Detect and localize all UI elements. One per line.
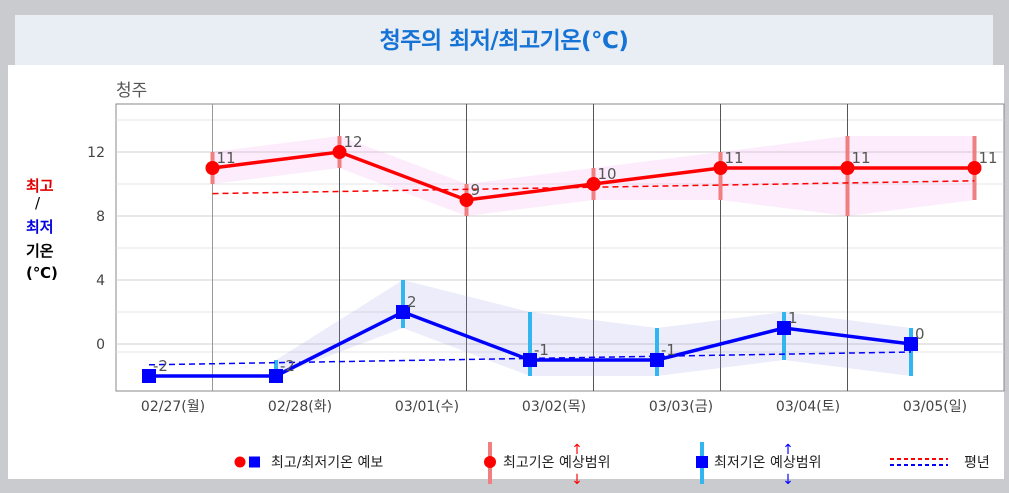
min-temp-point bbox=[777, 321, 791, 335]
legend-min-up-arrow: ↑ bbox=[782, 442, 794, 458]
max-temp-label: 9 bbox=[471, 181, 481, 199]
ylabel-max: 최고 bbox=[26, 177, 54, 195]
min-temp-point bbox=[396, 305, 410, 319]
legend-max-dot bbox=[234, 456, 246, 468]
max-temp-label: 10 bbox=[598, 165, 617, 183]
max-temp-point bbox=[332, 145, 347, 159]
min-temp-label: -2 bbox=[280, 357, 295, 375]
y-tick-label: 4 bbox=[96, 273, 105, 289]
x-tick-label: 03/04(토) bbox=[776, 399, 840, 415]
max-temp-point bbox=[967, 161, 982, 175]
legend-max-down-arrow: ↓ bbox=[571, 472, 583, 488]
legend-min-range-square bbox=[696, 456, 708, 468]
min-temp-point bbox=[650, 353, 664, 367]
min-range-band bbox=[276, 280, 911, 376]
min-temp-label: 2 bbox=[407, 293, 417, 311]
x-tick-label: 03/01(수) bbox=[395, 399, 459, 415]
min-temp-label: -1 bbox=[534, 341, 549, 359]
max-temp-label: 11 bbox=[979, 149, 998, 167]
min-temp-point bbox=[904, 337, 918, 351]
legend-min-range-label: 최저기온 예상범위 bbox=[714, 455, 822, 471]
min-temp-label: -1 bbox=[661, 341, 676, 359]
max-temp-point bbox=[840, 161, 855, 175]
max-temp-label: 11 bbox=[725, 149, 744, 167]
legend-max-up-arrow: ↑ bbox=[571, 442, 583, 458]
y-tick-label: 8 bbox=[96, 209, 105, 225]
ylabel-min: 최저 bbox=[26, 218, 54, 236]
x-tick-label: 02/27(월) bbox=[141, 399, 205, 415]
min-temp-label: 0 bbox=[915, 325, 925, 343]
y-tick-label: 12 bbox=[87, 145, 105, 161]
max-temp-point bbox=[205, 161, 220, 175]
max-temp-label: 11 bbox=[217, 149, 236, 167]
legend-min-square bbox=[249, 456, 260, 468]
x-tick-label: 03/05(일) bbox=[903, 399, 967, 415]
min-temp-label: -2 bbox=[153, 357, 168, 375]
x-tick-label: 03/02(목) bbox=[522, 399, 586, 415]
max-temp-point bbox=[586, 177, 601, 191]
title-bar: 청주의 최저/최고기온(℃) bbox=[15, 15, 993, 65]
y-tick-label: 0 bbox=[96, 337, 105, 353]
legend-max-range-dot bbox=[484, 456, 496, 468]
legend-normal-label: 평년 bbox=[964, 455, 990, 471]
min-temp-point bbox=[523, 353, 537, 367]
legend-min-down-arrow: ↓ bbox=[782, 472, 794, 488]
max-temp-label: 11 bbox=[852, 149, 871, 167]
legend-forecast-label: 최고/최저기온 예보 bbox=[271, 455, 383, 471]
chart-title: 청주 bbox=[116, 81, 147, 101]
x-tick-label: 03/03(금) bbox=[649, 399, 713, 415]
ylabel-unit: (℃) bbox=[26, 264, 58, 282]
max-temp-label: 12 bbox=[344, 133, 363, 151]
max-temp-point bbox=[713, 161, 728, 175]
page-title: 청주의 최저/최고기온(℃) bbox=[379, 28, 629, 54]
min-temp-point bbox=[142, 369, 156, 383]
x-tick-label: 02/28(화) bbox=[268, 399, 332, 415]
max-temp-point bbox=[459, 193, 474, 207]
min-temp-label: 1 bbox=[788, 309, 798, 327]
legend-max-range-label: 최고기온 예상범위 bbox=[503, 455, 611, 471]
min-temp-point bbox=[269, 369, 283, 383]
ylabel-temp: 기온 bbox=[26, 242, 54, 260]
ylabel-separator: / bbox=[35, 194, 41, 212]
